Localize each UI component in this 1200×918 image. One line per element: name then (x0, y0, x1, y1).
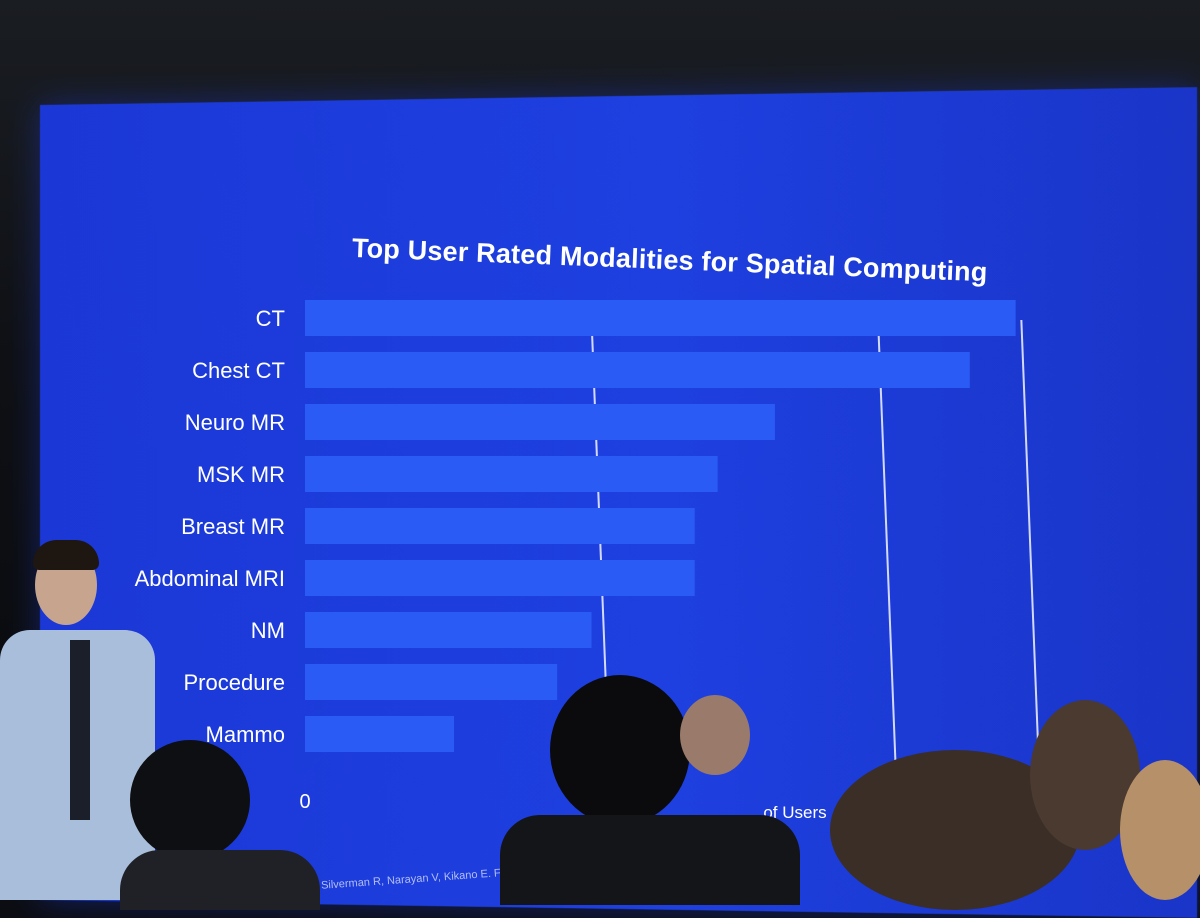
category-label-breast-mr: Breast MR (181, 514, 285, 539)
audience-silhouette-3 (830, 700, 1200, 900)
audience-silhouette-2 (500, 675, 800, 900)
bar-nm (305, 612, 592, 648)
audience-silhouette-1 (120, 740, 320, 900)
bar-breast-mr (305, 508, 695, 544)
category-label-nm: NM (251, 618, 285, 643)
category-label-ct: CT (256, 306, 285, 331)
bar-mammo (305, 716, 454, 752)
category-label-msk-mr: MSK MR (197, 462, 285, 487)
bar-neuro-mr (305, 404, 775, 440)
bar-ct (305, 300, 1016, 336)
bar-chest-ct (305, 352, 970, 388)
category-label-neuro-mr: Neuro MR (185, 410, 285, 435)
bar-abdominal-mri (305, 560, 695, 596)
category-label-chest-ct: Chest CT (192, 358, 285, 383)
category-label-procedure: Procedure (183, 670, 285, 695)
bar-msk-mr (305, 456, 718, 492)
